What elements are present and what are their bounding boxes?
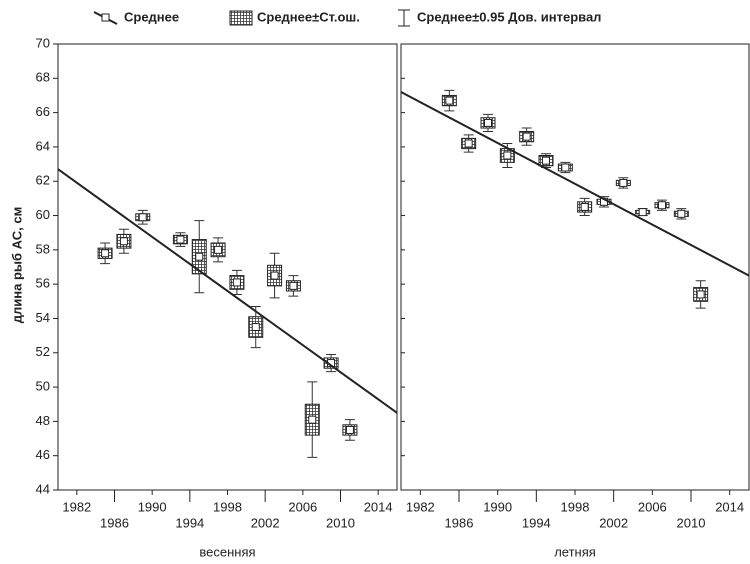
y-tick-label: 62 — [36, 173, 50, 188]
mean-marker — [677, 209, 686, 218]
mean-marker — [580, 202, 589, 211]
mean-marker — [214, 245, 223, 254]
mean-marker — [195, 252, 204, 261]
mean-marker — [638, 208, 647, 217]
x-tick-label: 1982 — [62, 499, 91, 514]
plot-frame — [400, 43, 750, 491]
mean-marker — [696, 290, 705, 299]
y-tick-label: 68 — [36, 70, 50, 85]
plot-frame — [57, 43, 398, 491]
legend: Среднее Среднее±Ст.ош. Среднее±0.95 Дов.… — [93, 9, 601, 27]
legend-label: Среднее±Ст.ош. — [257, 9, 360, 24]
x-tick-label: 2010 — [326, 515, 355, 530]
x-tick-label: 1990 — [483, 499, 512, 514]
x-tick-label: 1990 — [138, 499, 167, 514]
mean-marker — [101, 249, 110, 258]
mean-marker — [270, 271, 279, 280]
x-tick-label: 1982 — [406, 499, 435, 514]
mean-marker — [522, 132, 531, 141]
mean-marker — [176, 235, 185, 244]
mean-marker — [345, 425, 354, 434]
mean-marker — [503, 151, 512, 160]
y-tick-label: 50 — [36, 379, 50, 394]
mean-marker — [658, 201, 666, 210]
x-tick-label: 1994 — [175, 515, 204, 530]
y-tick-label: 46 — [36, 447, 50, 462]
x-tick-label: 2006 — [288, 499, 317, 514]
x-tick-label: 2002 — [251, 515, 280, 530]
mean-marker — [561, 163, 570, 172]
mean-marker — [232, 278, 241, 287]
x-tick-label: 1986 — [100, 515, 129, 530]
x-tick-label: 2014 — [715, 499, 744, 514]
mean-marker — [619, 178, 628, 187]
y-tick-label: 54 — [36, 310, 50, 325]
mean-marker — [464, 139, 473, 148]
mean-marker — [308, 415, 317, 424]
y-tick-label: 48 — [36, 413, 50, 428]
y-tick-label: 52 — [36, 344, 50, 359]
trend-line — [57, 168, 398, 414]
legend-label: Среднее±0.95 Дов. интервал — [417, 9, 601, 24]
trend-line — [400, 91, 750, 277]
y-tick-label: 56 — [36, 276, 50, 291]
x-tick-label: 2006 — [638, 499, 667, 514]
mean-marker — [289, 281, 298, 290]
x-tick-label: 2014 — [364, 499, 393, 514]
mean-marker — [251, 323, 260, 332]
y-tick-label: 58 — [36, 241, 50, 256]
x-tick-label: 1998 — [561, 499, 590, 514]
mean-marker — [484, 118, 492, 127]
x-tick-label: 1994 — [522, 515, 551, 530]
x-tick-label: 2010 — [677, 515, 706, 530]
mean-marker — [138, 213, 147, 222]
y-tick-label: 60 — [36, 207, 50, 222]
y-tick-label: 44 — [36, 481, 50, 496]
legend-ci-symbol — [398, 9, 410, 27]
legend-label: Среднее — [124, 9, 179, 24]
y-tick-label: 66 — [36, 104, 50, 119]
x-tick-label: 2002 — [599, 515, 628, 530]
mean-marker — [542, 156, 550, 165]
y-axis-label: длина рыб АС, см — [9, 207, 24, 323]
x-axis-label: летняя — [554, 544, 596, 559]
mean-marker — [445, 96, 454, 105]
x-tick-label: 1986 — [445, 515, 474, 530]
y-tick-label: 70 — [36, 35, 50, 50]
x-tick-label: 1998 — [213, 499, 242, 514]
legend-se-symbol — [229, 10, 253, 26]
y-tick-label: 64 — [36, 138, 50, 153]
legend-mean-symbol — [101, 13, 110, 22]
x-axis-label: весенняя — [199, 544, 255, 559]
mean-marker — [119, 237, 128, 246]
